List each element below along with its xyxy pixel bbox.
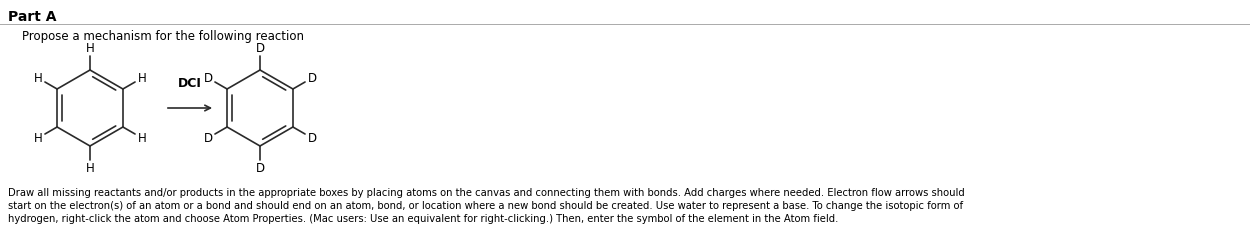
Text: DCI: DCI (177, 77, 202, 90)
Text: Part A: Part A (8, 10, 56, 24)
Text: H: H (85, 41, 95, 54)
Text: start on the electron(s) of an atom or a bond and should end on an atom, bond, o: start on the electron(s) of an atom or a… (8, 201, 964, 211)
Text: H: H (34, 132, 42, 145)
Text: D: D (204, 132, 212, 145)
Text: D: D (255, 161, 265, 174)
Text: hydrogen, right-click the atom and choose Atom Properties. (Mac users: Use an eq: hydrogen, right-click the atom and choos… (8, 214, 839, 224)
Text: H: H (138, 72, 146, 85)
Text: Draw all missing reactants and/or products in the appropriate boxes by placing a: Draw all missing reactants and/or produc… (8, 188, 965, 198)
Text: D: D (308, 132, 316, 145)
Text: H: H (138, 132, 146, 145)
Text: H: H (85, 161, 95, 174)
Text: D: D (204, 72, 212, 85)
Text: Propose a mechanism for the following reaction: Propose a mechanism for the following re… (22, 30, 304, 43)
Text: H: H (34, 72, 42, 85)
Text: D: D (255, 41, 265, 54)
Text: D: D (308, 72, 316, 85)
